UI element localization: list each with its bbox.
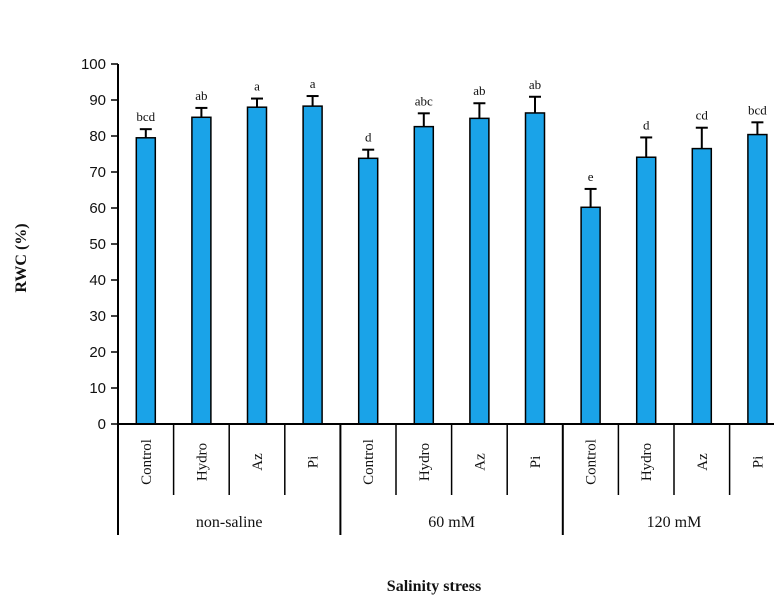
category-label: Hydro (194, 443, 210, 481)
error-bar (417, 112, 430, 127)
bar (413, 125, 435, 425)
error-bar (362, 148, 375, 159)
bar (135, 137, 157, 425)
category-label: Hydro (417, 443, 433, 481)
category-label: Hydro (639, 443, 655, 481)
category-label: Az (472, 453, 488, 471)
error-bar (584, 187, 597, 208)
error-bar (195, 106, 208, 118)
significance-letter: abc (415, 93, 433, 108)
significance-letter: cd (696, 108, 709, 123)
y-tick-label: 50 (89, 236, 106, 253)
bar (357, 157, 379, 425)
error-bar (139, 128, 152, 138)
group-label: non-saline (196, 514, 263, 531)
y-tick-label: 100 (81, 56, 106, 73)
significance-letters: bcd ab a a d abc ab ab e d cd bcd (136, 76, 767, 184)
y-tick-label: 90 (89, 92, 106, 109)
bar (302, 105, 323, 425)
error-bar (640, 136, 653, 158)
group-label: 120 mM (647, 514, 702, 531)
error-bar (251, 97, 263, 108)
significance-letter: ab (195, 88, 207, 103)
bar (580, 206, 601, 425)
category-label: Control (361, 439, 377, 485)
y-tick-label: 10 (89, 380, 106, 397)
group-label: 60 mM (428, 514, 475, 531)
significance-letter: e (588, 169, 594, 184)
significance-letter: d (365, 130, 372, 145)
significance-letter: bcd (748, 102, 767, 117)
category-label: Pi (528, 456, 544, 469)
bar (469, 117, 490, 425)
category-label: Control (139, 439, 155, 485)
category-label: Az (250, 453, 266, 471)
significance-letter: ab (473, 83, 485, 98)
error-bar (695, 126, 708, 149)
bars (135, 105, 768, 425)
y-tick-label: 0 (98, 416, 106, 433)
category-label: Az (695, 453, 711, 471)
y-tick-label: 80 (89, 128, 106, 145)
y-tick-label: 30 (89, 308, 106, 325)
error-bar (529, 95, 541, 113)
significance-letter: d (643, 117, 650, 132)
error-bar (306, 95, 319, 107)
bar (524, 112, 546, 425)
category-label: Control (584, 439, 600, 485)
bar (191, 116, 212, 425)
bar (691, 147, 713, 425)
y-tick-label: 60 (89, 200, 106, 217)
bar (747, 133, 768, 425)
error-bar (751, 121, 764, 135)
bar (246, 106, 268, 425)
x-axis: Control Hydro Az Pi Control Hydro Az Pi Control H… (117, 423, 774, 535)
significance-letter: a (310, 76, 316, 91)
bar (635, 156, 657, 425)
y-tick-label: 40 (89, 272, 106, 289)
category-label: Pi (750, 456, 766, 469)
error-bars (139, 95, 764, 208)
y-tick-label: 20 (89, 344, 106, 361)
category-label: Pi (306, 456, 322, 469)
x-axis-title: Salinity stress (387, 578, 481, 595)
y-axis-title: RWC (%) (13, 223, 30, 292)
significance-letter: bcd (136, 109, 155, 124)
y-tick-label: 70 (89, 164, 106, 181)
significance-letter: a (254, 79, 260, 94)
error-bar (473, 102, 486, 119)
significance-letter: ab (529, 77, 541, 92)
y-axis-ticks: 0 10 20 30 40 50 60 70 80 90 100 (81, 56, 119, 433)
